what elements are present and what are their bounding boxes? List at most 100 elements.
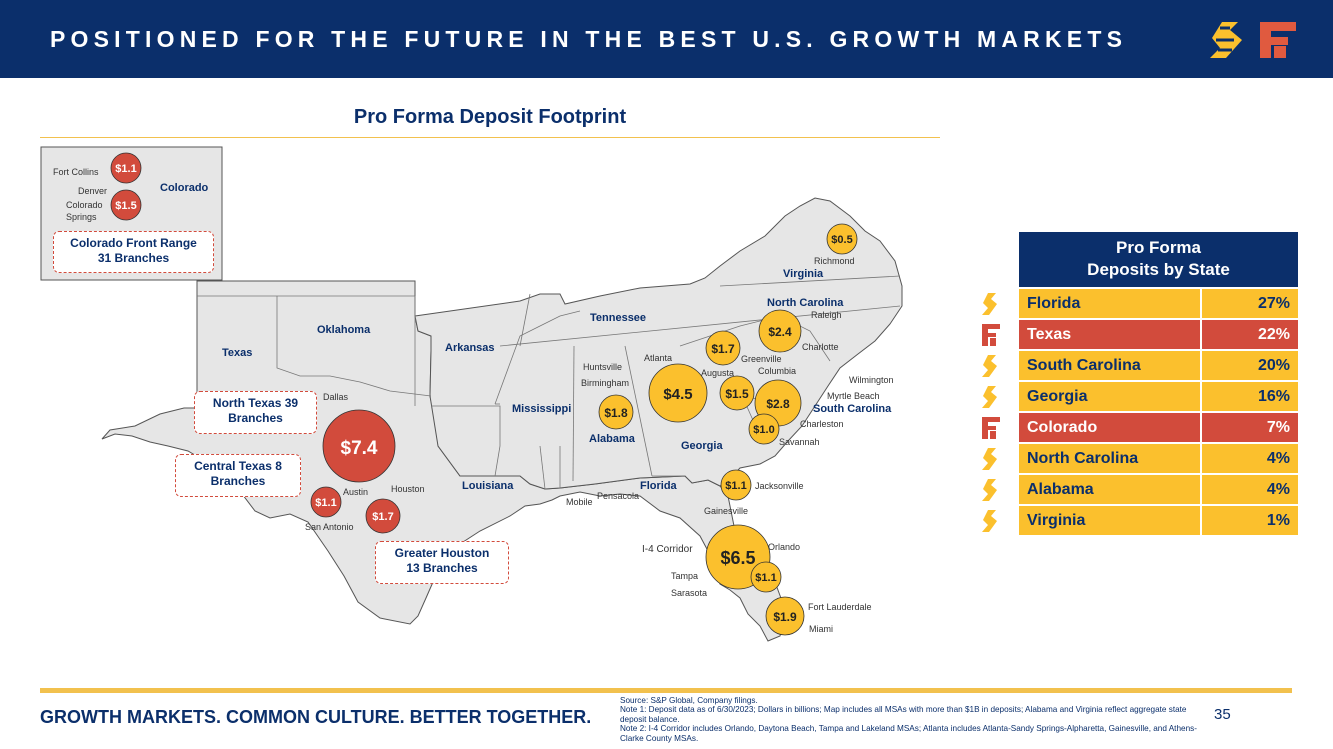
page-number: 35 bbox=[1214, 706, 1231, 723]
first-bank-logo-icon bbox=[982, 324, 1000, 346]
table-rows: Florida 27% Texas 22% South Carolina 20% Georg… bbox=[1019, 289, 1298, 535]
callout-central-texas-line1: Central Texas 8 bbox=[194, 459, 282, 473]
table-title-line1: Pro Forma bbox=[1115, 238, 1202, 257]
callout-central-texas: Central Texas 8 Branches bbox=[175, 454, 301, 497]
deposits-by-state-table: Pro Forma Deposits by State Florida 27% Te… bbox=[1019, 232, 1298, 535]
simmons-logo-icon bbox=[982, 355, 997, 377]
bubble-value-myrtle-beach: $2.8 bbox=[766, 397, 790, 411]
city-richmond: Richmond bbox=[814, 256, 855, 266]
first-bank-logo-icon bbox=[982, 417, 1000, 439]
city-pensacola: Pensacola bbox=[597, 491, 639, 501]
city-fort-lauderdale: Fort Lauderdale bbox=[808, 602, 872, 612]
table-title-line2: Deposits by State bbox=[1087, 260, 1230, 279]
bubble-richmond: $0.5 bbox=[826, 223, 858, 255]
city-atlanta: Atlanta bbox=[644, 353, 672, 363]
city-orlando: Orlando bbox=[768, 542, 800, 552]
state-label-louisiana: Louisiana bbox=[462, 480, 514, 492]
state-cell: South Carolina bbox=[1019, 351, 1200, 380]
table-row: Virginia 1% bbox=[1019, 506, 1298, 535]
state-label-north-carolina: North Carolina bbox=[767, 297, 844, 309]
bubble-value-miami: $1.9 bbox=[773, 610, 797, 624]
state-cell: Georgia bbox=[1019, 382, 1200, 411]
callout-colorado-front-range: Colorado Front Range 31 Branches bbox=[53, 231, 214, 273]
state-label-alabama: Alabama bbox=[589, 433, 636, 445]
percent-cell: 20% bbox=[1202, 351, 1298, 380]
bubble-value-denver: $1.5 bbox=[115, 200, 136, 212]
note-1: Note 1: Deposit data as of 6/30/2023; Do… bbox=[620, 705, 1187, 724]
note-2: Note 2: I-4 Corridor includes Orlando, D… bbox=[620, 724, 1197, 743]
city-mobile: Mobile bbox=[566, 497, 593, 507]
header-bar: POSITIONED FOR THE FUTURE IN THE BEST U.… bbox=[0, 0, 1333, 78]
state-cell: Virginia bbox=[1019, 506, 1200, 535]
city-miami: Miami bbox=[809, 624, 833, 634]
table-row: Georgia 16% bbox=[1019, 382, 1298, 411]
bubble-birmingham: $1.8 bbox=[598, 394, 634, 430]
bubble-value-san-antonio: $1.1 bbox=[315, 497, 336, 509]
table-row: South Carolina 20% bbox=[1019, 351, 1298, 380]
state-label-texas: Texas bbox=[222, 347, 252, 359]
city-colorado-springs-2: Springs bbox=[66, 212, 97, 222]
state-label-south-carolina: South Carolina bbox=[813, 403, 892, 415]
table-row: Florida 27% bbox=[1019, 289, 1298, 318]
callout-colorado-line1: Colorado Front Range bbox=[70, 236, 197, 250]
city-i4-corridor: I-4 Corridor bbox=[642, 544, 693, 555]
callout-greater-houston: Greater Houston 13 Branches bbox=[375, 541, 509, 584]
state-label-mississippi: Mississippi bbox=[512, 403, 571, 415]
bubble-value-sarasota: $1.1 bbox=[755, 572, 776, 584]
callout-north-texas: North Texas 39 Branches bbox=[194, 391, 317, 434]
city-austin: Austin bbox=[343, 487, 368, 497]
map-title: Pro Forma Deposit Footprint bbox=[353, 106, 627, 128]
state-cell: North Carolina bbox=[1019, 444, 1200, 473]
city-charleston: Charleston bbox=[800, 419, 844, 429]
deposit-bubbles: $1.1 $1.5 $7.4 $1.1 $1.7 $1.8 $4.5 $1.5 … bbox=[110, 152, 858, 636]
city-huntsville: Huntsville bbox=[583, 362, 622, 372]
city-myrtle-beach: Myrtle Beach bbox=[827, 391, 880, 401]
percent-cell: 4% bbox=[1202, 444, 1298, 473]
city-raleigh: Raleigh bbox=[811, 310, 842, 320]
city-tampa: Tampa bbox=[671, 571, 698, 581]
footer-notes: Source: S&P Global, Company filings. Not… bbox=[620, 696, 1200, 743]
callout-north-texas-line1: North Texas 39 bbox=[212, 396, 299, 410]
city-greenville: Greenville bbox=[741, 354, 782, 364]
bubble-miami: $1.9 bbox=[765, 596, 805, 636]
bubble-value-i4-corridor: $6.5 bbox=[720, 548, 755, 568]
state-label-oklahoma: Oklahoma bbox=[317, 324, 371, 336]
state-label-arkansas: Arkansas bbox=[445, 342, 495, 354]
city-denver: Denver bbox=[78, 186, 107, 196]
bubble-charlotte: $2.4 bbox=[758, 309, 802, 353]
bubble-value-savannah: $1.0 bbox=[753, 424, 774, 436]
city-gainesville: Gainesville bbox=[704, 506, 748, 516]
bubble-value-houston: $1.7 bbox=[372, 511, 393, 523]
bubble-value-augusta: $1.5 bbox=[725, 387, 749, 401]
city-colorado-springs: Colorado bbox=[66, 200, 103, 210]
state-label-virginia: Virginia bbox=[783, 268, 824, 280]
simmons-logo-icon bbox=[982, 386, 997, 408]
bubble-value-fort-collins: $1.1 bbox=[115, 163, 136, 175]
table-row: Alabama 4% bbox=[1019, 475, 1298, 504]
state-label-colorado: Colorado bbox=[160, 182, 209, 194]
city-sarasota: Sarasota bbox=[671, 588, 707, 598]
callout-central-texas-line2: Branches bbox=[210, 474, 266, 488]
state-label-georgia: Georgia bbox=[681, 440, 723, 452]
callout-north-texas-line2: Branches bbox=[228, 411, 283, 425]
footer-tagline: GROWTH MARKETS. COMMON CULTURE. BETTER T… bbox=[40, 707, 592, 727]
city-augusta: Augusta bbox=[701, 368, 734, 378]
bubble-savannah: $1.0 bbox=[748, 413, 780, 445]
bubble-san-antonio: $1.1 bbox=[310, 486, 342, 518]
bubble-denver: $1.5 bbox=[110, 189, 142, 221]
bubble-value-jacksonville: $1.1 bbox=[725, 480, 746, 492]
callout-houston-line1: Greater Houston bbox=[394, 546, 490, 560]
bubble-value-richmond: $0.5 bbox=[831, 234, 852, 246]
table-row: North Carolina 4% bbox=[1019, 444, 1298, 473]
city-jacksonville: Jacksonville bbox=[755, 481, 804, 491]
city-columbia: Columbia bbox=[758, 366, 796, 376]
state-cell: Alabama bbox=[1019, 475, 1200, 504]
state-cell: Texas bbox=[1019, 320, 1200, 349]
bubble-greenville: $1.7 bbox=[705, 330, 741, 366]
percent-cell: 1% bbox=[1202, 506, 1298, 535]
simmons-logo-icon bbox=[982, 448, 997, 470]
percent-cell: 4% bbox=[1202, 475, 1298, 504]
table-header: Pro Forma Deposits by State bbox=[1019, 232, 1298, 287]
bubble-dallas: $7.4 bbox=[322, 409, 396, 483]
bubble-value-birmingham: $1.8 bbox=[604, 406, 628, 420]
